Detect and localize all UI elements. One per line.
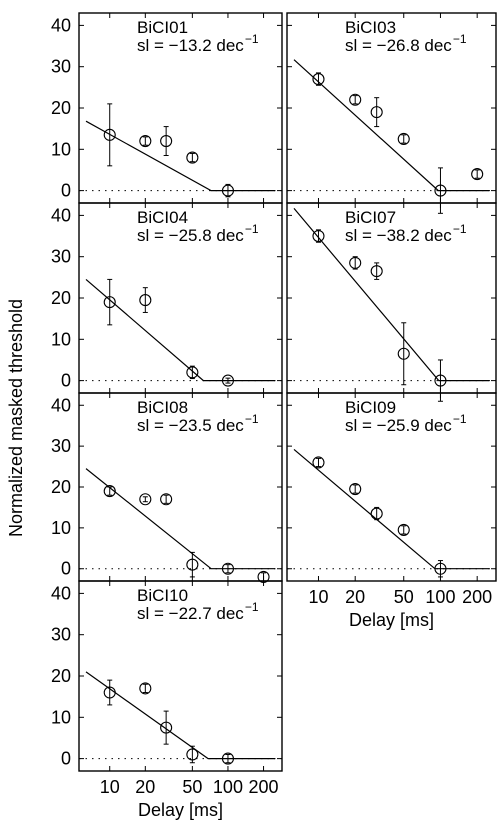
x-tick-label: 50 bbox=[182, 777, 202, 797]
y-tick-label: 30 bbox=[51, 436, 71, 456]
fit-line bbox=[294, 60, 489, 191]
panel-title: BiCI01 bbox=[137, 18, 188, 37]
data-point bbox=[140, 494, 151, 505]
y-tick-label: 40 bbox=[51, 15, 71, 35]
slope-exponent: −1 bbox=[245, 600, 259, 614]
slope-label: sl = −38.2 dec bbox=[345, 226, 452, 245]
slope-label: sl = −22.7 dec bbox=[137, 604, 244, 623]
y-tick-label: 20 bbox=[51, 477, 71, 497]
y-tick-label: 40 bbox=[51, 205, 71, 225]
panel-title: BiCI08 bbox=[137, 398, 188, 417]
fit-line bbox=[86, 469, 275, 569]
data-point bbox=[187, 366, 198, 378]
y-axis-label: Normalized masked threshold bbox=[6, 299, 26, 537]
data-point bbox=[140, 136, 151, 147]
x-axis-label: Delay [ms] bbox=[349, 610, 434, 630]
data-point bbox=[104, 279, 115, 324]
y-tick-label: 40 bbox=[51, 395, 71, 415]
panel-title: BiCI09 bbox=[345, 398, 396, 417]
x-tick-label: 10 bbox=[100, 777, 120, 797]
data-point bbox=[350, 94, 361, 105]
y-tick-label: 10 bbox=[51, 518, 71, 538]
data-point bbox=[371, 263, 382, 280]
slope-label: sl = −26.8 dec bbox=[345, 36, 452, 55]
y-tick-label: 20 bbox=[51, 288, 71, 308]
data-point bbox=[472, 169, 483, 180]
y-tick-label: 20 bbox=[51, 666, 71, 686]
slope-label: sl = −25.9 dec bbox=[345, 416, 452, 435]
data-point bbox=[161, 494, 172, 505]
x-tick-label: 10 bbox=[308, 587, 328, 607]
data-point bbox=[161, 127, 172, 156]
slope-label: sl = −23.5 dec bbox=[137, 416, 244, 435]
y-tick-label: 20 bbox=[51, 98, 71, 118]
panel-title: BiCI10 bbox=[137, 586, 188, 605]
data-point bbox=[313, 457, 324, 468]
data-point bbox=[187, 746, 198, 763]
slope-exponent: −1 bbox=[453, 412, 467, 426]
x-axis-label: Delay [ms] bbox=[138, 800, 223, 820]
panel-bici10: 0 10 20 30 40 10 20 50 100 200 Delay [ms] BiCI10sl … bbox=[51, 581, 282, 820]
fit-line bbox=[86, 672, 275, 759]
x-tick-label: 100 bbox=[213, 777, 243, 797]
data-point bbox=[140, 288, 151, 313]
slope-label: sl = −25.8 dec bbox=[137, 226, 244, 245]
data-point bbox=[313, 230, 324, 242]
data-point bbox=[187, 152, 198, 163]
data-point bbox=[350, 257, 361, 269]
x-tick-label: 200 bbox=[249, 777, 279, 797]
y-tick-label: 10 bbox=[51, 707, 71, 727]
data-point bbox=[398, 323, 409, 385]
fit-line bbox=[86, 279, 275, 380]
y-tick-label: 0 bbox=[61, 749, 71, 769]
slope-exponent: −1 bbox=[245, 32, 259, 46]
data-point bbox=[371, 98, 382, 127]
y-tick-label: 10 bbox=[51, 139, 71, 159]
x-tick-label: 100 bbox=[425, 587, 455, 607]
panel-bici09: 10 20 50 100 200 Delay [ms] BiCI09sl = −25.9 d… bbox=[287, 393, 496, 630]
data-point bbox=[398, 133, 409, 144]
x-tick-label: 50 bbox=[394, 587, 414, 607]
panel-title: BiCI07 bbox=[345, 208, 396, 227]
panel-title: BiCI04 bbox=[137, 208, 188, 227]
slope-label: sl = −13.2 dec bbox=[137, 36, 244, 55]
data-point bbox=[104, 104, 115, 166]
y-tick-label: 40 bbox=[51, 583, 71, 603]
data-point bbox=[161, 711, 172, 744]
y-tick-label: 0 bbox=[61, 371, 71, 391]
data-point bbox=[371, 507, 382, 519]
slope-exponent: −1 bbox=[453, 32, 467, 46]
y-tick-label: 10 bbox=[51, 329, 71, 349]
data-point bbox=[398, 524, 409, 535]
data-point bbox=[350, 484, 361, 495]
y-tick-label: 0 bbox=[61, 559, 71, 579]
x-tick-label: 20 bbox=[135, 777, 155, 797]
data-point bbox=[140, 683, 151, 694]
y-tick-label: 0 bbox=[61, 181, 71, 201]
y-tick-label: 30 bbox=[51, 625, 71, 645]
y-tick-label: 30 bbox=[51, 247, 71, 267]
panel-bici07: BiCI07sl = −38.2 dec −1 bbox=[287, 203, 496, 401]
x-tick-label: 200 bbox=[462, 587, 492, 607]
panel-title: BiCI03 bbox=[345, 18, 396, 37]
y-tick-label: 30 bbox=[51, 57, 71, 77]
fit-line bbox=[294, 449, 489, 568]
slope-exponent: −1 bbox=[245, 412, 259, 426]
slope-exponent: −1 bbox=[453, 222, 467, 236]
x-tick-label: 20 bbox=[345, 587, 365, 607]
data-point bbox=[104, 680, 115, 705]
slope-exponent: −1 bbox=[245, 222, 259, 236]
